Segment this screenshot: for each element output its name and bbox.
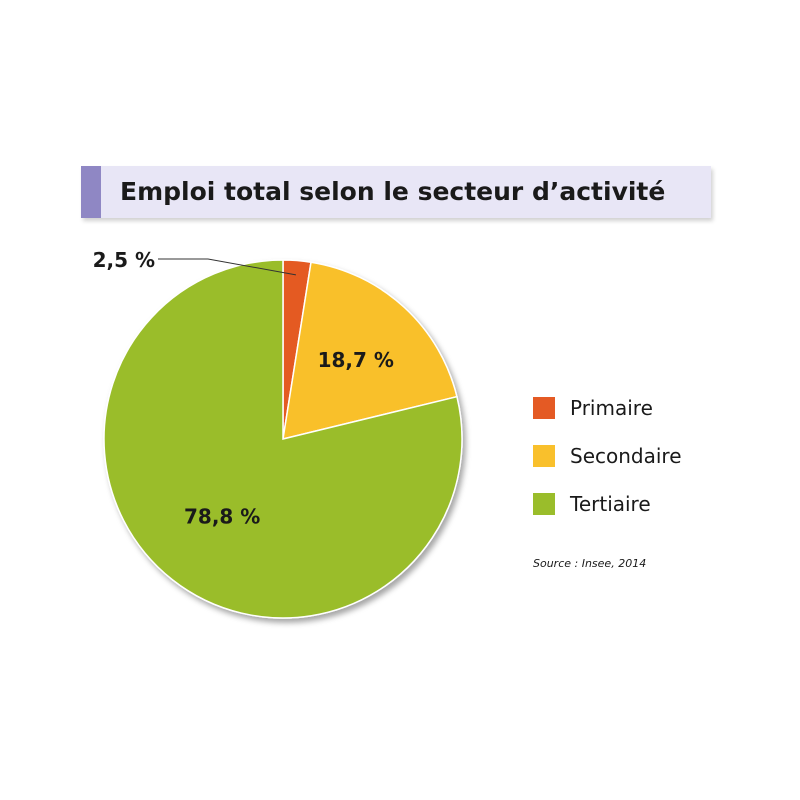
legend-item-tertiaire: Tertiaire [533, 480, 682, 528]
legend-swatch-tertiaire [533, 493, 555, 515]
chart-legend: Primaire Secondaire Tertiaire [533, 384, 682, 528]
legend-item-primaire: Primaire [533, 384, 682, 432]
chart-title: Emploi total selon le secteur d’activité [120, 177, 666, 206]
legend-item-secondaire: Secondaire [533, 432, 682, 480]
slice-secondaire [282, 261, 458, 440]
slice-tertiaire [103, 259, 463, 619]
legend-label-primaire: Primaire [570, 396, 653, 420]
chart-title-bar: Emploi total selon le secteur d’activité [81, 166, 711, 218]
data-label-secondaire: 18,7 % [318, 348, 394, 372]
source-note: Source : Insee, 2014 [533, 557, 647, 570]
legend-swatch-primaire [533, 397, 555, 419]
legend-swatch-secondaire [533, 445, 555, 467]
title-accent-bar [81, 166, 101, 218]
legend-label-tertiaire: Tertiaire [570, 492, 651, 516]
legend-label-secondaire: Secondaire [570, 444, 682, 468]
leader-line-primaire [158, 258, 297, 276]
data-label-primaire: 2,5 % [93, 248, 155, 272]
data-label-tertiaire: 78,8 % [184, 504, 260, 528]
pie-slices [103, 259, 463, 619]
